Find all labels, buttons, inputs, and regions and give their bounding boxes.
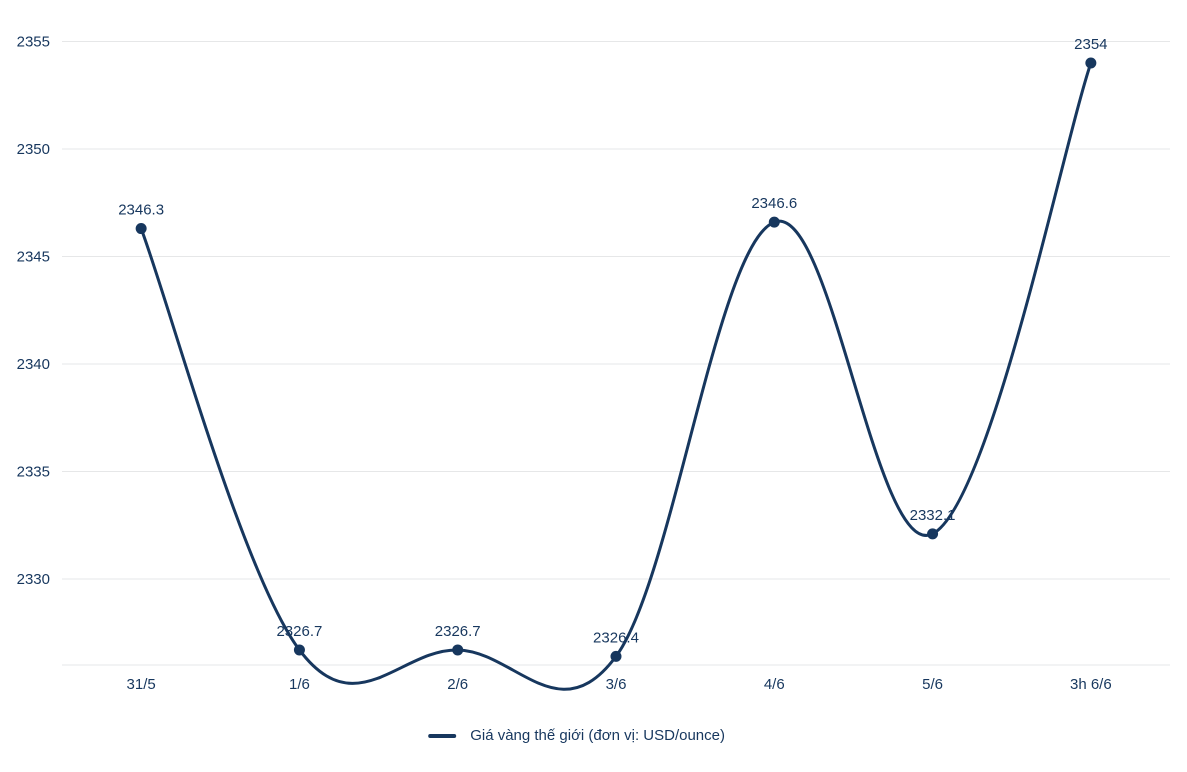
data-point-label: 2332.1 [910,507,956,524]
data-point[interactable] [294,644,305,655]
x-tick-label: 3h 6/6 [1070,676,1112,693]
data-point-label: 2326.7 [276,623,322,640]
data-point-label: 2326.7 [435,623,481,640]
gold-price-chart: 2330 2335 2340 2345 2350 2355 31/5 1/6 2/6 3/6 4/6… [0,0,1187,772]
y-tick-label: 2350 [17,141,50,158]
x-tick-label: 4/6 [764,676,785,693]
data-point-label: 2346.3 [118,202,164,219]
data-point-label: 2354 [1074,36,1107,53]
y-tick-label: 2355 [17,34,50,51]
data-point[interactable] [611,651,622,662]
legend-swatch [428,734,456,738]
y-tick-label: 2335 [17,464,50,481]
y-tick-label: 2345 [17,249,50,266]
legend-label: Giá vàng thế giới (đơn vị: USD/ounce) [470,727,725,744]
data-point[interactable] [927,528,938,539]
y-tick-label: 2330 [17,571,50,588]
data-point[interactable] [136,223,147,234]
x-tick-label: 3/6 [606,676,627,693]
data-point-label: 2326.4 [593,629,639,646]
x-tick-label: 2/6 [447,676,468,693]
data-point[interactable] [769,217,780,228]
chart-svg: 2330 2335 2340 2345 2350 2355 31/5 1/6 2/6 3/6 4/6… [0,0,1187,772]
data-point[interactable] [452,644,463,655]
x-tick-label: 5/6 [922,676,943,693]
data-point[interactable] [1085,58,1096,69]
x-tick-label: 1/6 [289,676,310,693]
legend: Giá vàng thế giới (đơn vị: USD/ounce) [428,727,725,744]
data-point-label: 2346.6 [751,195,797,212]
chart-background [0,0,1187,772]
y-tick-label: 2340 [17,356,50,373]
x-tick-label: 31/5 [127,676,156,693]
